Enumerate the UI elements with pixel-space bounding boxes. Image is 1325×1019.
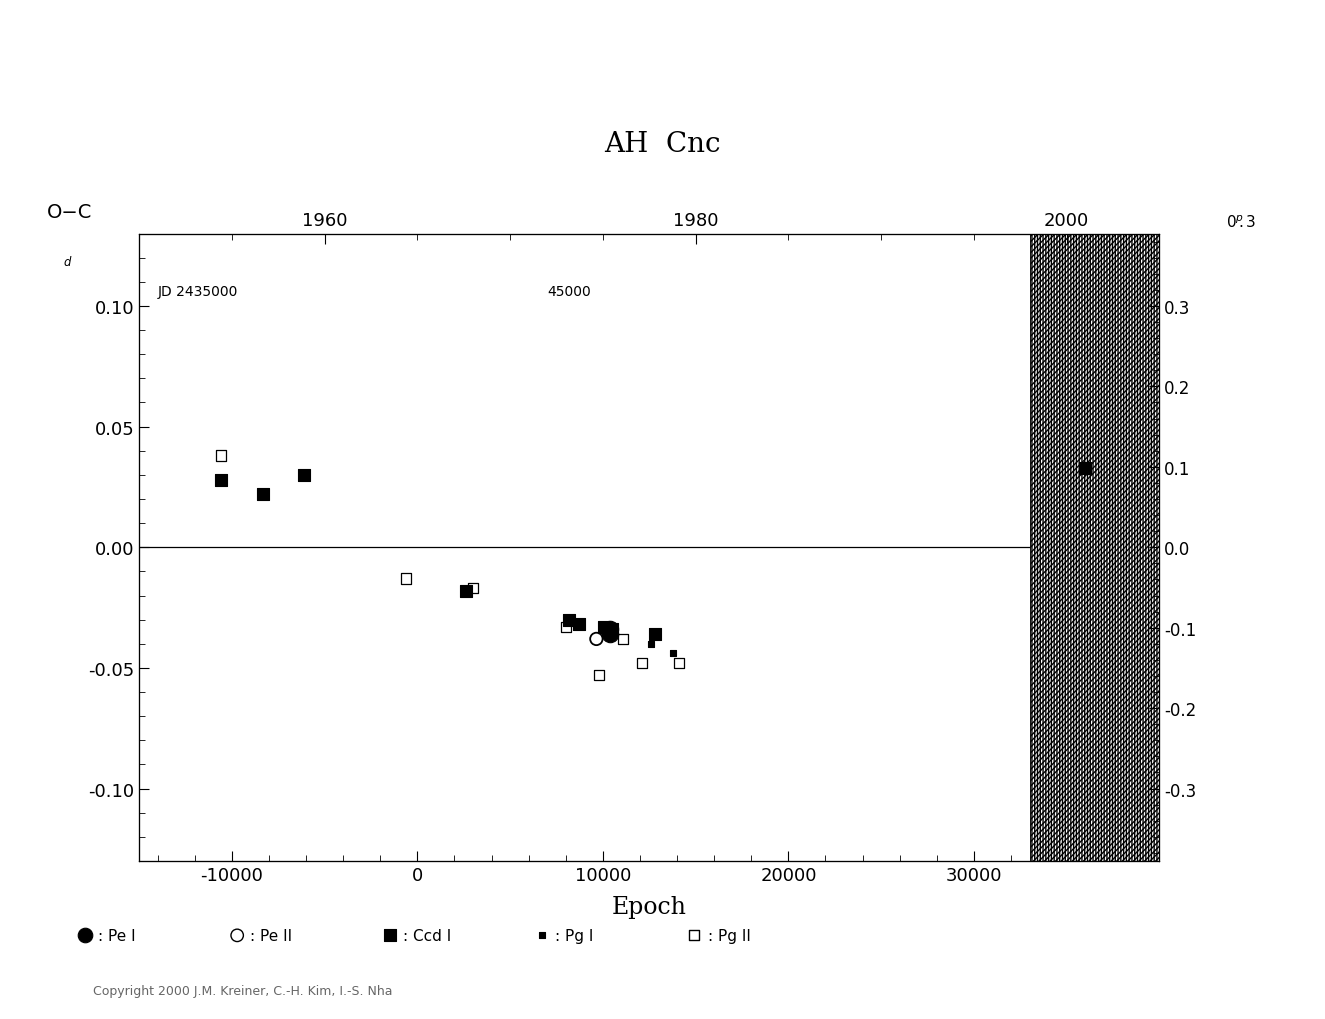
Text: 45000: 45000	[547, 285, 591, 299]
Point	[253, 486, 274, 502]
Point	[211, 448, 232, 465]
Point	[631, 655, 652, 672]
Point	[600, 627, 621, 643]
Text: AH  Cnc: AH Cnc	[604, 131, 721, 158]
Point	[454, 583, 476, 599]
Point	[559, 611, 580, 628]
Text: $^d$: $^d$	[62, 257, 73, 274]
Point	[612, 631, 633, 647]
Point	[211, 472, 232, 488]
Text: : Pg I: : Pg I	[555, 928, 594, 943]
Point	[594, 620, 615, 636]
Text: $0^p\!\!.3$: $0^p\!\!.3$	[1226, 215, 1256, 231]
Point	[598, 622, 619, 638]
Point	[555, 620, 576, 636]
Point	[396, 571, 417, 587]
Point	[662, 646, 684, 662]
Point	[602, 622, 623, 638]
Point	[462, 581, 484, 597]
Point	[668, 655, 689, 672]
Point	[1075, 460, 1096, 476]
Point	[588, 667, 610, 684]
Point	[294, 468, 315, 484]
Point	[600, 624, 621, 640]
Point	[640, 636, 661, 652]
Point	[74, 927, 95, 944]
Point	[684, 927, 705, 944]
Bar	[1030, 234, 1196, 861]
Point	[379, 927, 400, 944]
Point	[568, 616, 590, 633]
Text: : Pe II: : Pe II	[250, 928, 293, 943]
Point	[644, 627, 665, 643]
Bar	[1030, 234, 1196, 861]
Text: : Pe I: : Pe I	[98, 928, 135, 943]
Point	[599, 622, 620, 638]
Text: JD 2435000: JD 2435000	[158, 285, 238, 299]
X-axis label: Epoch: Epoch	[612, 895, 686, 918]
Point	[586, 631, 607, 647]
Point	[531, 927, 553, 944]
Text: O−C: O−C	[48, 203, 93, 222]
Text: Copyright 2000 J.M. Kreiner, C.-H. Kim, I.-S. Nha: Copyright 2000 J.M. Kreiner, C.-H. Kim, …	[93, 983, 392, 997]
Text: : Ccd I: : Ccd I	[403, 928, 451, 943]
Point	[227, 927, 248, 944]
Text: : Pg II: : Pg II	[708, 928, 750, 943]
